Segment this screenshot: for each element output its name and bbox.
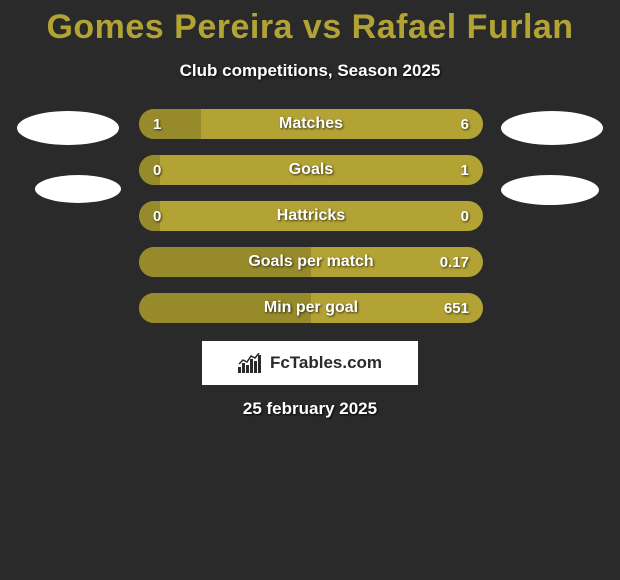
stat-bars-column: 1 Matches 6 0 Goals 1 0 Hattricks 0 Goal… [139, 109, 483, 323]
stat-bar-min-per-goal: Min per goal 651 [139, 293, 483, 323]
player-avatar-left-1 [17, 111, 119, 145]
stat-bar-goals-per-match: Goals per match 0.17 [139, 247, 483, 277]
stat-bar-hattricks: 0 Hattricks 0 [139, 201, 483, 231]
stat-label: Goals per match [139, 253, 483, 271]
player-avatar-left-2 [35, 175, 121, 203]
left-avatar-column [17, 109, 121, 203]
brand-footer-box: FcTables.com [202, 341, 418, 385]
brand-text: FcTables.com [270, 353, 382, 373]
stat-label: Goals [139, 161, 483, 179]
comparison-area: 1 Matches 6 0 Goals 1 0 Hattricks 0 Goal… [0, 109, 620, 323]
stat-value-right: 6 [461, 116, 469, 133]
stat-value-right: 0 [461, 208, 469, 225]
stat-value-right: 0.17 [440, 254, 469, 271]
stat-bar-matches: 1 Matches 6 [139, 109, 483, 139]
stat-value-right: 651 [444, 300, 469, 317]
stat-label: Hattricks [139, 207, 483, 225]
right-avatar-column [501, 109, 603, 205]
page-title: Gomes Pereira vs Rafael Furlan [0, 8, 620, 47]
stat-label: Min per goal [139, 299, 483, 317]
stat-bar-goals: 0 Goals 1 [139, 155, 483, 185]
subtitle-text: Club competitions, Season 2025 [0, 61, 620, 81]
date-text: 25 february 2025 [0, 399, 620, 419]
comparison-infographic: Gomes Pereira vs Rafael Furlan Club comp… [0, 0, 620, 419]
player-avatar-right-1 [501, 111, 603, 145]
stat-value-right: 1 [461, 162, 469, 179]
stat-label: Matches [139, 115, 483, 133]
player-avatar-right-2 [501, 175, 599, 205]
chart-bars-icon [238, 353, 264, 373]
